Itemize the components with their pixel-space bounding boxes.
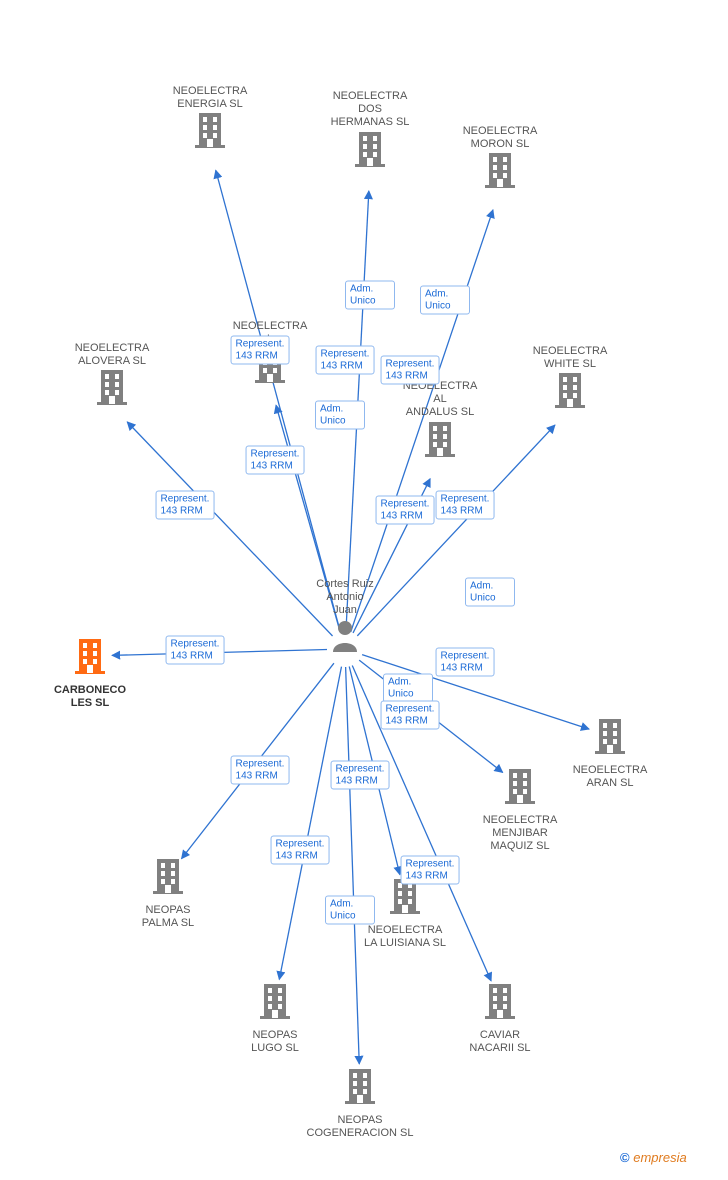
company-node-neoelectra-al-andalus[interactable]: NEOELECTRA AL ANDALUS SL [380,380,500,467]
credit: © empresia [620,1150,687,1165]
company-label: NEOELECTRA DOS HERMANAS SL [310,90,430,130]
company-node-neopas-cogeneracion[interactable]: NEOPAS COGENERACION SL [300,1067,420,1140]
company-node-caviar-nacarii[interactable]: CAVIAR NACARII SL [440,982,560,1055]
building-icon [440,151,560,198]
company-label: NEOELECTRA ALOVERA SL [52,342,172,368]
company-label: CARBONECO LES SL [30,684,150,710]
building-icon [30,637,150,684]
company-node-neopas-lugo[interactable]: NEOPAS LUGO SL [215,982,335,1055]
building-icon [550,717,670,764]
building-icon [215,982,335,1029]
edge-label: Represent.143 RRM [436,648,495,677]
edge-label: Adm.Unico [383,674,433,703]
company-label: NEOELECTRA MENJIBAR MAQUIZ SL [460,814,580,854]
center-person-node[interactable]: Cortes Ruiz Antonio Juan [285,578,405,661]
brand-name: empresia [633,1150,686,1165]
edge-label: Represent.143 RRM [156,491,215,520]
building-icon [310,130,430,177]
copyright-symbol: © [620,1150,630,1165]
edge-label: Represent.143 RRM [381,356,440,385]
company-label: NEOELECTRA AL ANDALUS SL [380,380,500,420]
company-node-neoelectra-energia[interactable]: NEOELECTRA ENERGIA SL [150,85,270,158]
company-node-neopas-palma[interactable]: NEOPAS PALMA SL [108,857,228,930]
edge-line [346,667,360,1064]
building-icon [510,371,630,418]
building-icon [440,982,560,1029]
edge-label: Represent.143 RRM [376,496,435,525]
company-label: NEOPAS PALMA SL [108,904,228,930]
company-node-carbonecoles[interactable]: CARBONECO LES SL [30,637,150,710]
edge-label: Represent.143 RRM [231,756,290,785]
company-node-neoelectra-moron[interactable]: NEOELECTRA MORON SL [440,125,560,198]
company-label: NEOPAS LUGO SL [215,1029,335,1055]
edge-label: Represent.143 RRM [231,336,290,365]
company-label: NEOPAS COGENERACION SL [300,1114,420,1140]
edge-label: Adm.Unico [465,578,515,607]
edge-label: Represent.143 RRM [436,491,495,520]
edge-label: Represent.143 RRM [381,701,440,730]
building-icon [150,111,270,158]
company-node-neoelectra-dos-hermanas[interactable]: NEOELECTRA DOS HERMANAS SL [310,90,430,177]
building-icon [300,1067,420,1114]
company-label: NEOELECTRA WHITE SL [510,345,630,371]
center-person-label: Cortes Ruiz Antonio Juan [285,578,405,618]
building-icon [380,420,500,467]
edge-label: Adm.Unico [345,281,395,310]
company-label: NEOELECTRA LA LUISIANA SL [345,924,465,950]
person-icon [285,618,405,661]
company-node-neoelectra-menjibar[interactable]: NEOELECTRA MENJIBAR MAQUIZ SL [460,767,580,854]
building-icon [52,368,172,415]
edge-label: Represent.143 RRM [271,836,330,865]
building-icon [460,767,580,814]
edge-label: Represent.143 RRM [246,446,305,475]
edge-label: Represent.143 RRM [316,346,375,375]
edge-label: Represent.143 RRM [331,761,390,790]
edge-label: Adm.Unico [315,401,365,430]
company-label: NEOELECTRA ENERGIA SL [150,85,270,111]
edge-label: Represent.143 RRM [166,636,225,665]
company-node-neoelectra-alovera[interactable]: NEOELECTRA ALOVERA SL [52,342,172,415]
edge-label: Represent.143 RRM [401,856,460,885]
company-label: CAVIAR NACARII SL [440,1029,560,1055]
edge-label: Adm.Unico [420,286,470,315]
company-label: NEOELECTRA MORON SL [440,125,560,151]
building-icon [108,857,228,904]
company-node-neoelectra-white[interactable]: NEOELECTRA WHITE SL [510,345,630,418]
edge-label: Adm.Unico [325,896,375,925]
edge-line [279,667,341,980]
